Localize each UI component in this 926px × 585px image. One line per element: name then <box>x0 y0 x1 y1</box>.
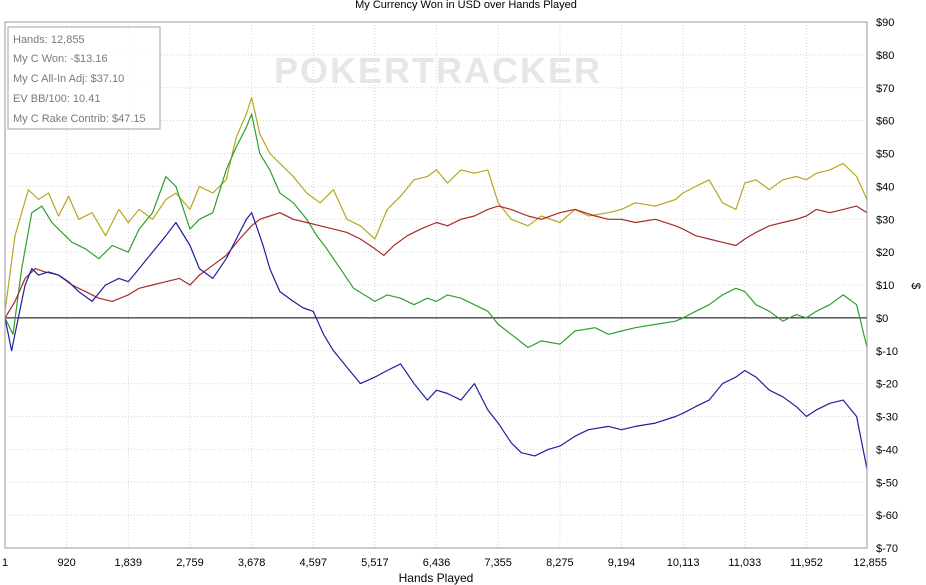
y-tick-label: $-10 <box>876 346 898 358</box>
x-tick-label: 7,355 <box>484 557 512 569</box>
y-tick-labels: $90 $80 $70 $60 $50 $40 $30 $20 $10 $0 $-10 $-20 $-3… <box>876 17 898 555</box>
x-tick-label: 920 <box>57 557 75 569</box>
x-tick-label: 6,436 <box>423 557 451 569</box>
y-tick-label: $-30 <box>876 412 898 424</box>
y-tick-label: $50 <box>876 149 894 161</box>
x-tick-label: 9,194 <box>608 557 636 569</box>
x-tick-label: 10,113 <box>667 557 700 569</box>
stats-won: My C Won: -$13.16 <box>13 53 108 65</box>
x-tick-label: 1,839 <box>114 557 142 569</box>
y-tick-label: $-60 <box>876 510 898 522</box>
x-axis-title: Hands Played <box>399 571 474 585</box>
x-tick-label: 1 <box>2 557 8 569</box>
x-tick-label: 4,597 <box>299 557 327 569</box>
y-axis-title: $ <box>909 283 923 290</box>
y-tick-label: $-40 <box>876 444 898 456</box>
x-tick-label: 8,275 <box>546 557 574 569</box>
y-tick-label: $90 <box>876 17 894 29</box>
stats-hands: Hands: 12,855 <box>13 34 85 46</box>
x-tick-label: 5,517 <box>361 557 389 569</box>
y-tick-label: $70 <box>876 83 894 95</box>
stats-ev-bb: EV BB/100: 10.41 <box>13 93 100 105</box>
x-tick-labels: 1 920 1,839 2,759 3,678 4,597 5,517 6,436 7,355 8… <box>2 557 887 569</box>
watermark: POKERTRACKER <box>274 50 602 91</box>
y-tick-label: $0 <box>876 313 888 325</box>
chart-title: My Currency Won in USD over Hands Played <box>355 0 577 11</box>
plot-frame <box>4 21 868 549</box>
y-tick-label: $80 <box>876 50 894 62</box>
series-line-1 <box>4 97 868 312</box>
y-tick-label: $40 <box>876 181 894 193</box>
x-tick-label: 12,855 <box>853 557 887 569</box>
series-line-4 <box>4 212 868 470</box>
stats-box-frame <box>7 26 161 130</box>
series-lines <box>4 97 868 470</box>
x-tick-label: 3,678 <box>238 557 266 569</box>
x-tick-label: 2,759 <box>176 557 204 569</box>
y-tick-label: $10 <box>876 280 894 292</box>
stats-allin-adj: My C All-In Adj: $37.10 <box>13 73 124 85</box>
series-line-3 <box>4 205 868 319</box>
stats-rake-contrib: My C Rake Contrib: $47.15 <box>13 113 146 125</box>
y-tick-label: $20 <box>876 247 894 259</box>
y-tick-label: $-20 <box>876 379 898 391</box>
y-tick-label: $-50 <box>876 477 898 489</box>
series-line-2 <box>4 113 868 349</box>
x-tick-label: 11,033 <box>728 557 761 569</box>
y-tick-label: $60 <box>876 116 894 128</box>
stats-box: Hands: 12,855 My C Won: -$13.16 My C All… <box>7 26 161 130</box>
x-tick-label: 11,952 <box>790 557 823 569</box>
y-tick-label: $-70 <box>876 543 898 555</box>
y-tick-label: $30 <box>876 214 894 226</box>
